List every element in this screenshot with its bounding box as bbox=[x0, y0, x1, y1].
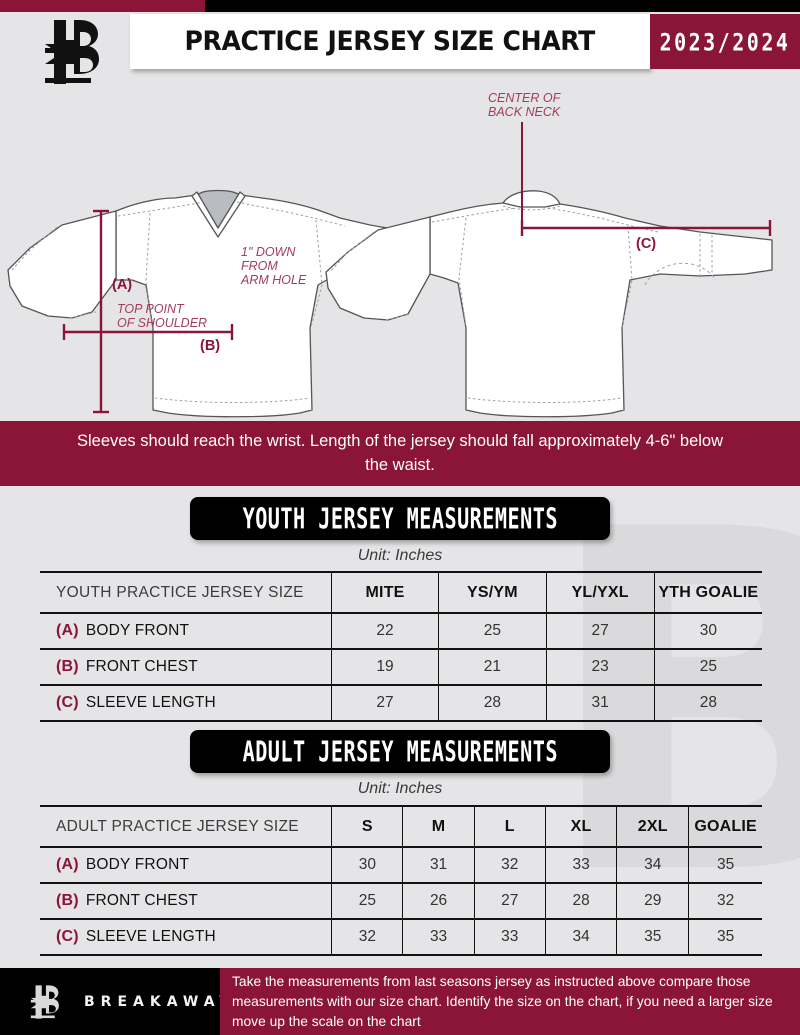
footer-brand-name: BREAKAWAY bbox=[84, 993, 236, 1010]
label-a-desc-1: TOP POINT bbox=[117, 302, 185, 316]
table-header-label: ADULT PRACTICE JERSEY SIZE bbox=[40, 805, 333, 848]
label-c-desc-2: BACK NECK bbox=[488, 105, 561, 119]
breakaway-b-logo-icon bbox=[28, 12, 128, 92]
table-row: (B) FRONT CHEST 25 26 27 28 29 32 bbox=[40, 883, 762, 920]
table-cell-value: 34 bbox=[545, 919, 618, 956]
adult-section-title: ADULT JERSEY MEASUREMENTS bbox=[190, 730, 610, 773]
label-b-tag: (B) bbox=[200, 338, 220, 354]
table-cell-value: 30 bbox=[654, 613, 762, 650]
table-row: (A) BODY FRONT 22 25 27 30 bbox=[40, 613, 762, 650]
table-cell-value: 35 bbox=[688, 847, 762, 884]
table-cell-value: 31 bbox=[402, 847, 475, 884]
measurement-tag: (C) bbox=[56, 928, 79, 945]
table-cell-value: 19 bbox=[331, 649, 440, 686]
table-row: (C) SLEEVE LENGTH 27 28 31 28 bbox=[40, 685, 762, 722]
label-c-tag: (C) bbox=[636, 236, 656, 252]
measurement-tag: (B) bbox=[56, 658, 79, 675]
table-row-label: (C) SLEEVE LENGTH bbox=[40, 919, 333, 956]
table-row-label: (B) FRONT CHEST bbox=[40, 883, 333, 920]
table-cell-value: 27 bbox=[546, 613, 655, 650]
table-header-row: YOUTH PRACTICE JERSEY SIZE MITE YS/YM YL/YX… bbox=[40, 571, 762, 614]
table-cell-value: 27 bbox=[474, 883, 546, 920]
season-year-badge: 2023/2024 bbox=[659, 27, 791, 56]
table-cell-value: 33 bbox=[402, 919, 475, 956]
table-column-header: YL/YXL bbox=[546, 571, 655, 614]
table-column-header: L bbox=[474, 805, 546, 848]
table-cell-value: 28 bbox=[654, 685, 762, 722]
measurement-tag: (C) bbox=[56, 694, 79, 711]
youth-unit-label: Unit: Inches bbox=[357, 547, 443, 564]
table-cell-value: 22 bbox=[331, 613, 440, 650]
label-a-desc-2: OF SHOULDER bbox=[117, 316, 207, 330]
measurement-tag: (A) bbox=[56, 856, 79, 873]
footer-brand-block: BREAKAWAY bbox=[0, 968, 229, 1035]
table-row-label: (C) SLEEVE LENGTH bbox=[40, 685, 333, 722]
adult-unit-label: Unit: Inches bbox=[357, 780, 443, 797]
measurement-instruction-banner: Sleeves should reach the wrist. Length o… bbox=[0, 421, 800, 486]
table-row-label: (A) BODY FRONT bbox=[40, 613, 333, 650]
measurement-tag: (B) bbox=[56, 892, 79, 909]
footer-instructions-block: Take the measurements from last seasons … bbox=[220, 968, 800, 1035]
table-cell-value: 32 bbox=[688, 883, 762, 920]
jersey-diagram: (B) (A) TOP POINT OF SHOULDER 1" DOWN FR… bbox=[0, 80, 800, 420]
label-c-desc-1: CENTER OF bbox=[488, 91, 562, 105]
header: PRACTICE JERSEY SIZE CHART 2023/2024 bbox=[0, 12, 800, 84]
table-column-header: GOALIE bbox=[688, 805, 762, 848]
measurement-tag: (A) bbox=[56, 622, 79, 639]
table-cell-value: 32 bbox=[474, 847, 546, 884]
youth-section-title-label: YOUTH JERSEY MEASUREMENTS bbox=[242, 502, 558, 535]
table-column-header: YS/YM bbox=[438, 571, 547, 614]
table-cell-value: 33 bbox=[545, 847, 618, 884]
footer-instructions-text: Take the measurements from last seasons … bbox=[232, 973, 773, 1029]
table-header-label: YOUTH PRACTICE JERSEY SIZE bbox=[40, 571, 333, 614]
label-a-tag: (A) bbox=[112, 277, 132, 293]
table-row: (B) FRONT CHEST 19 21 23 25 bbox=[40, 649, 762, 686]
table-column-header: MITE bbox=[331, 571, 440, 614]
table-cell-value: 35 bbox=[688, 919, 762, 956]
table-header-row: ADULT PRACTICE JERSEY SIZE S M L XL 2XL GOALIE bbox=[40, 805, 762, 848]
table-cell-value: 25 bbox=[654, 649, 762, 686]
table-cell-value: 23 bbox=[546, 649, 655, 686]
header-year-bar: 2023/2024 bbox=[650, 14, 800, 69]
table-cell-value: 21 bbox=[438, 649, 547, 686]
table-cell-value: 27 bbox=[331, 685, 440, 722]
table-cell-value: 25 bbox=[331, 883, 404, 920]
table-cell-value: 33 bbox=[474, 919, 546, 956]
label-b-desc-2: FROM bbox=[241, 259, 278, 273]
top-strip-maroon bbox=[0, 0, 205, 12]
adult-section-title-label: ADULT JERSEY MEASUREMENTS bbox=[242, 735, 558, 768]
table-cell-value: 31 bbox=[546, 685, 655, 722]
label-b-desc-3: ARM HOLE bbox=[240, 273, 307, 287]
breakaway-b-logo-icon bbox=[22, 978, 74, 1026]
table-cell-value: 28 bbox=[545, 883, 618, 920]
banner-text: Sleeves should reach the wrist. Length o… bbox=[76, 431, 724, 474]
label-b-desc-1: 1" DOWN bbox=[241, 245, 296, 259]
footer: BREAKAWAY Take the measurements from las… bbox=[0, 968, 800, 1035]
table-cell-value: 25 bbox=[438, 613, 547, 650]
table-cell-value: 35 bbox=[616, 919, 690, 956]
youth-measurements-table: YOUTH PRACTICE JERSEY SIZE MITE YS/YM YL/YX… bbox=[40, 571, 762, 722]
table-row: (C) SLEEVE LENGTH 32 33 33 34 35 35 bbox=[40, 919, 762, 956]
youth-section-title: YOUTH JERSEY MEASUREMENTS bbox=[190, 497, 610, 540]
table-column-header: M bbox=[402, 805, 475, 848]
table-cell-value: 30 bbox=[331, 847, 404, 884]
table-cell-value: 32 bbox=[331, 919, 404, 956]
table-row-label: (A) BODY FRONT bbox=[40, 847, 333, 884]
table-column-header: YTH GOALIE bbox=[654, 571, 762, 614]
table-row: (A) BODY FRONT 30 31 32 33 34 35 bbox=[40, 847, 762, 884]
table-row-label: (B) FRONT CHEST bbox=[40, 649, 333, 686]
table-column-header: S bbox=[331, 805, 404, 848]
header-title-bar: PRACTICE JERSEY SIZE CHART bbox=[130, 14, 650, 69]
table-column-header: 2XL bbox=[616, 805, 690, 848]
table-cell-value: 29 bbox=[616, 883, 690, 920]
adult-measurements-table: ADULT PRACTICE JERSEY SIZE S M L XL 2XL GOALIE… bbox=[40, 805, 762, 956]
table-cell-value: 28 bbox=[438, 685, 547, 722]
table-cell-value: 34 bbox=[616, 847, 690, 884]
table-cell-value: 26 bbox=[402, 883, 475, 920]
page-title: PRACTICE JERSEY SIZE CHART bbox=[184, 26, 596, 57]
table-column-header: XL bbox=[545, 805, 618, 848]
